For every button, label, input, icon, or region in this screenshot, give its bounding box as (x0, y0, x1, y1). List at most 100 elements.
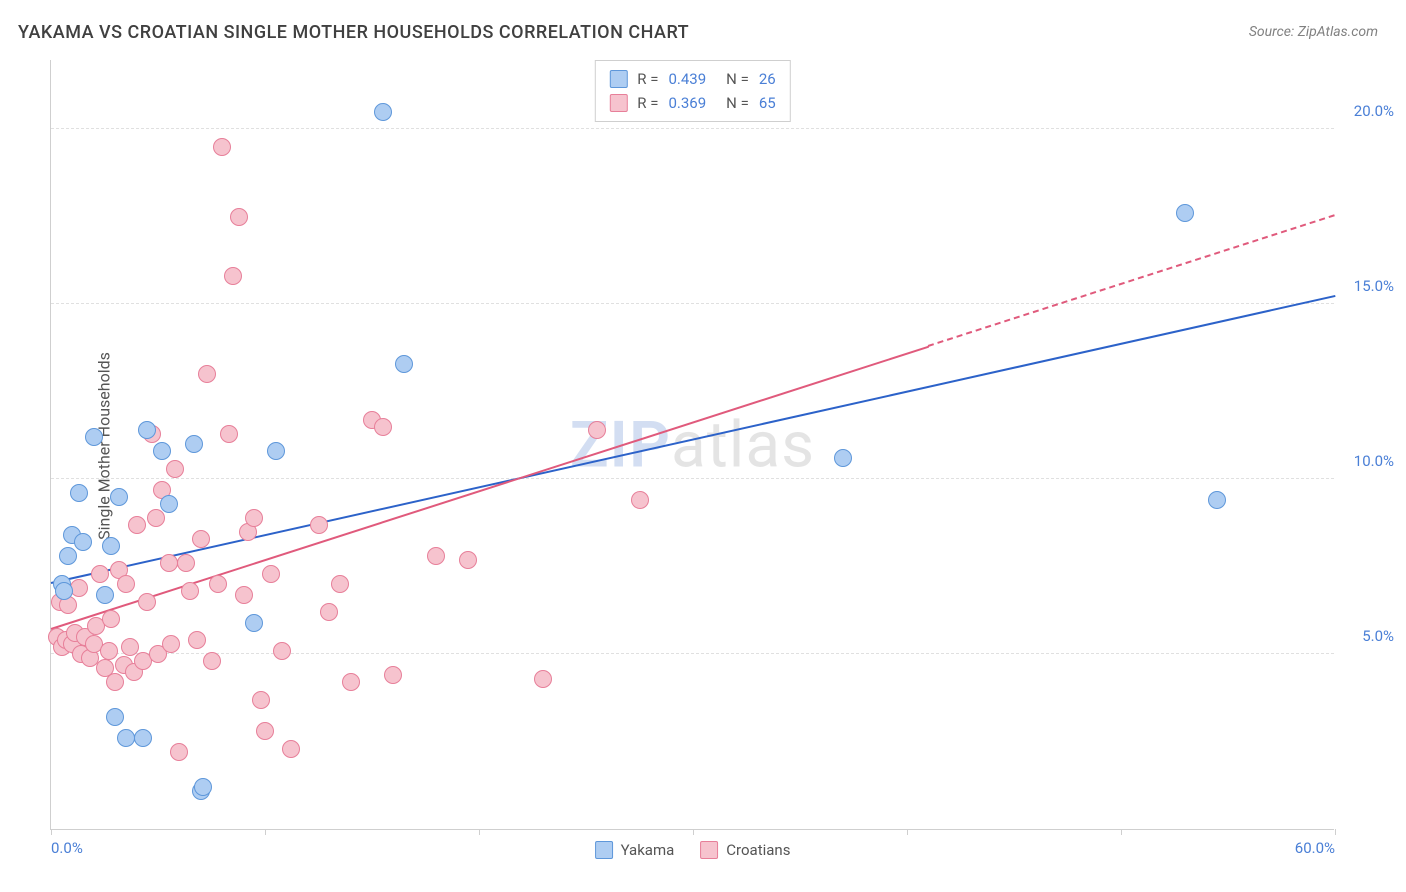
data-point (198, 365, 216, 383)
series-legend-item: Croatians (700, 841, 790, 859)
data-point (427, 547, 445, 565)
data-point (85, 428, 103, 446)
gridline (51, 653, 1334, 654)
data-point (1176, 204, 1194, 222)
data-point (102, 537, 120, 555)
data-point (59, 547, 77, 565)
data-point (395, 355, 413, 373)
source-attribution: Source: ZipAtlas.com (1249, 24, 1378, 40)
data-point (374, 418, 392, 436)
data-point (273, 642, 291, 660)
data-point (166, 460, 184, 478)
data-point (213, 138, 231, 156)
legend-row: R = 0.369 N = 65 (609, 91, 775, 115)
gridline (51, 128, 1334, 129)
data-point (282, 740, 300, 758)
data-point (160, 554, 178, 572)
x-tick (265, 829, 266, 835)
legend-r-label: R = (637, 91, 658, 115)
regression-line (928, 215, 1335, 348)
data-point (185, 435, 203, 453)
x-tick-label: 0.0% (51, 839, 83, 857)
data-point (256, 722, 274, 740)
data-point (96, 586, 114, 604)
data-point (342, 673, 360, 691)
data-point (153, 442, 171, 460)
data-point (70, 579, 88, 597)
legend-swatch (609, 94, 627, 112)
data-point (170, 743, 188, 761)
data-point (117, 575, 135, 593)
legend-n-label: N = (726, 67, 749, 91)
legend-r-label: R = (637, 67, 658, 91)
data-point (138, 593, 156, 611)
data-point (588, 421, 606, 439)
x-tick (1121, 829, 1122, 835)
plot-area: ZIPatlas R =0.439N =26R =0.369N =65 Yaka… (50, 60, 1334, 830)
data-point (262, 565, 280, 583)
data-point (162, 635, 180, 653)
data-point (138, 421, 156, 439)
data-point (106, 673, 124, 691)
watermark-part-b: atlas (671, 407, 815, 482)
data-point (220, 425, 238, 443)
data-point (55, 582, 73, 600)
data-point (110, 488, 128, 506)
data-point (70, 484, 88, 502)
x-tick (51, 829, 52, 835)
gridline (51, 303, 1334, 304)
data-point (1208, 491, 1226, 509)
chart-title: YAKAMA VS CROATIAN SINGLE MOTHER HOUSEHO… (18, 22, 689, 43)
y-tick-label: 10.0% (1339, 452, 1394, 470)
x-tick-label: 60.0% (1295, 839, 1335, 857)
series-legend: Yakama Croatians (595, 841, 791, 859)
data-point (106, 708, 124, 726)
y-tick-label: 15.0% (1339, 277, 1394, 295)
legend-n-value: 26 (759, 67, 776, 91)
data-point (102, 610, 120, 628)
data-point (188, 631, 206, 649)
regression-line (51, 295, 1335, 584)
x-tick (1335, 829, 1336, 835)
data-point (235, 586, 253, 604)
legend-n-label: N = (726, 91, 749, 115)
y-tick-label: 20.0% (1339, 102, 1394, 120)
data-point (631, 491, 649, 509)
legend-swatch (609, 70, 627, 88)
data-point (117, 729, 135, 747)
data-point (267, 442, 285, 460)
y-tick-label: 5.0% (1339, 627, 1394, 645)
data-point (310, 516, 328, 534)
x-tick (479, 829, 480, 835)
data-point (134, 729, 152, 747)
correlation-legend: R = 0.439 N = 26 R = 0.369 N = 65 (594, 60, 790, 122)
data-point (209, 575, 227, 593)
data-point (203, 652, 221, 670)
legend-swatch (595, 841, 613, 859)
data-point (192, 530, 210, 548)
legend-r-value: 0.439 (668, 67, 706, 91)
data-point (331, 575, 349, 593)
data-point (74, 533, 92, 551)
x-tick (907, 829, 908, 835)
data-point (245, 614, 263, 632)
data-point (834, 449, 852, 467)
data-point (91, 565, 109, 583)
data-point (224, 267, 242, 285)
data-point (128, 516, 146, 534)
data-point (181, 582, 199, 600)
legend-r-value: 0.369 (668, 91, 706, 115)
data-point (320, 603, 338, 621)
data-point (160, 495, 178, 513)
data-point (100, 642, 118, 660)
series-legend-item: Yakama (595, 841, 675, 859)
data-point (147, 509, 165, 527)
gridline (51, 478, 1334, 479)
data-point (177, 554, 195, 572)
data-point (384, 666, 402, 684)
legend-swatch (700, 841, 718, 859)
data-point (534, 670, 552, 688)
data-point (459, 551, 477, 569)
series-name: Croatians (726, 841, 790, 859)
legend-n-value: 65 (759, 91, 776, 115)
